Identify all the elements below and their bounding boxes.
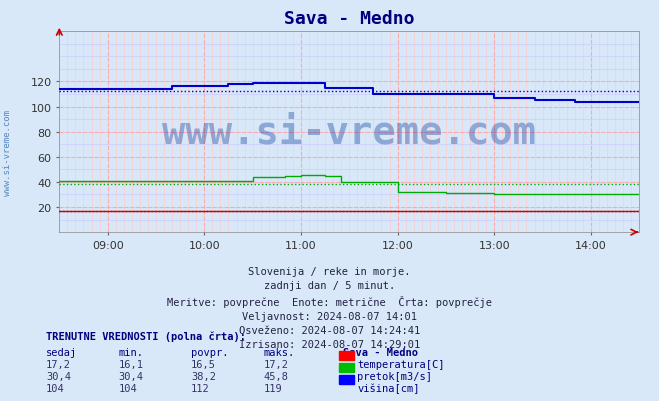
Text: 30,4: 30,4: [119, 371, 144, 381]
Text: temperatura[C]: temperatura[C]: [357, 359, 445, 369]
Text: Slovenija / reke in morje.
zadnji dan / 5 minut.
Meritve: povprečne  Enote: metr: Slovenija / reke in morje. zadnji dan / …: [167, 267, 492, 349]
Text: 119: 119: [264, 383, 282, 393]
Text: 104: 104: [119, 383, 137, 393]
Text: TRENUTNE VREDNOSTI (polna črta):: TRENUTNE VREDNOSTI (polna črta):: [46, 331, 246, 341]
Text: 16,1: 16,1: [119, 359, 144, 369]
Text: 45,8: 45,8: [264, 371, 289, 381]
Text: povpr.: povpr.: [191, 347, 229, 357]
Text: maks.: maks.: [264, 347, 295, 357]
Title: Sava - Medno: Sava - Medno: [284, 10, 415, 28]
Text: višina[cm]: višina[cm]: [357, 383, 420, 393]
Text: 104: 104: [46, 383, 65, 393]
Text: 30,4: 30,4: [46, 371, 71, 381]
Text: www.si-vreme.com: www.si-vreme.com: [162, 113, 536, 151]
Text: Sava - Medno: Sava - Medno: [343, 347, 418, 357]
Text: 17,2: 17,2: [46, 359, 71, 369]
Text: min.: min.: [119, 347, 144, 357]
Text: 112: 112: [191, 383, 210, 393]
Text: www.si-vreme.com: www.si-vreme.com: [3, 109, 13, 195]
Text: 17,2: 17,2: [264, 359, 289, 369]
Text: pretok[m3/s]: pretok[m3/s]: [357, 371, 432, 381]
Text: 16,5: 16,5: [191, 359, 216, 369]
Text: sedaj: sedaj: [46, 347, 77, 357]
Text: 38,2: 38,2: [191, 371, 216, 381]
